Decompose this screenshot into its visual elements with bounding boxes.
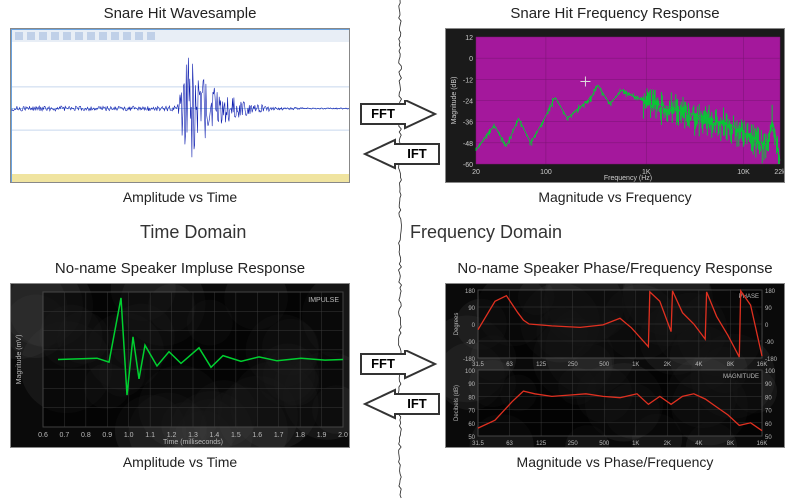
svg-text:500: 500 xyxy=(599,362,610,368)
svg-text:1.8: 1.8 xyxy=(295,432,305,439)
panel-wavesample: Snare Hit Wavesample Amplitude vs Time xyxy=(10,5,350,210)
svg-text:12: 12 xyxy=(465,35,473,42)
fft-concept-diagram: Snare Hit Wavesample Amplitude vs Time S… xyxy=(0,0,800,500)
svg-text:-12: -12 xyxy=(463,77,473,84)
svg-text:1.7: 1.7 xyxy=(274,432,284,439)
arrows-bottom: FFT IFT xyxy=(356,350,444,422)
svg-text:-90: -90 xyxy=(765,340,774,346)
svg-text:1K: 1K xyxy=(632,362,639,368)
svg-text:Decibels (dB): Decibels (dB) xyxy=(454,385,460,421)
svg-text:70: 70 xyxy=(468,409,475,415)
svg-text:2.0: 2.0 xyxy=(338,432,348,439)
svg-text:22k: 22k xyxy=(774,169,785,176)
svg-text:Magnitude (dB): Magnitude (dB) xyxy=(451,77,458,125)
phase-mag-chart: -180-90090180-180-90090180DegreesPHASE50… xyxy=(445,283,785,448)
svg-text:90: 90 xyxy=(765,382,772,388)
svg-text:125: 125 xyxy=(536,362,547,368)
svg-text:1.9: 1.9 xyxy=(317,432,327,439)
freq-response-chart: -60-48-36-24-12012201001K10K22kMagnitude… xyxy=(445,28,785,183)
svg-text:-36: -36 xyxy=(463,120,473,127)
svg-text:MAGNITUDE: MAGNITUDE xyxy=(723,374,759,380)
svg-text:8K: 8K xyxy=(727,362,734,368)
svg-text:1.5: 1.5 xyxy=(231,432,241,439)
svg-text:90: 90 xyxy=(468,306,475,312)
svg-text:100: 100 xyxy=(465,369,476,375)
time-domain-label: Time Domain xyxy=(140,222,246,243)
panel-freq-response: Snare Hit Frequency Response -60 -48 -36 -2… xyxy=(445,5,785,210)
panel-title: No-name Speaker Phase/Frequency Response xyxy=(445,260,785,277)
svg-text:180: 180 xyxy=(465,289,476,295)
svg-text:31.5: 31.5 xyxy=(472,362,484,368)
panel-subtitle: Amplitude vs Time xyxy=(10,189,350,205)
svg-text:1.3: 1.3 xyxy=(188,432,198,439)
arrow-group-bottom: FFT IFT xyxy=(356,350,444,422)
svg-text:1K: 1K xyxy=(632,441,639,447)
svg-text:Frequency (Hz): Frequency (Hz) xyxy=(604,175,652,182)
svg-text:1.2: 1.2 xyxy=(167,432,177,439)
svg-text:500: 500 xyxy=(599,441,610,447)
svg-text:-60: -60 xyxy=(463,162,473,169)
svg-text:1.1: 1.1 xyxy=(145,432,155,439)
svg-text:70: 70 xyxy=(765,409,772,415)
panel-subtitle: Magnitude vs Phase/Frequency xyxy=(445,454,785,470)
svg-text:20: 20 xyxy=(472,169,480,176)
svg-text:0.8: 0.8 xyxy=(81,432,91,439)
svg-text:1.4: 1.4 xyxy=(210,432,220,439)
svg-text:-90: -90 xyxy=(466,340,475,346)
svg-text:Magnitude (mV): Magnitude (mV) xyxy=(16,335,23,385)
svg-text:250: 250 xyxy=(568,441,579,447)
arrow-group-top: FFT IFT xyxy=(356,100,444,172)
svg-text:FFT: FFT xyxy=(371,106,395,121)
svg-text:63: 63 xyxy=(506,441,513,447)
svg-text:-48: -48 xyxy=(463,141,473,148)
panel-phase-mag: No-name Speaker Phase/Frequency Response… xyxy=(445,260,785,485)
svg-text:4K: 4K xyxy=(695,362,702,368)
svg-text:16K: 16K xyxy=(757,441,768,447)
svg-text:1.0: 1.0 xyxy=(124,432,134,439)
svg-text:90: 90 xyxy=(468,382,475,388)
svg-text:31.5: 31.5 xyxy=(472,441,484,447)
svg-text:250: 250 xyxy=(568,362,579,368)
panel-impulse: No-name Speaker Impluse Response 0.60.70… xyxy=(10,260,350,485)
svg-text:8K: 8K xyxy=(727,441,734,447)
svg-text:FFT: FFT xyxy=(371,356,395,371)
panel-title: Snare Hit Wavesample xyxy=(10,5,350,22)
svg-text:-24: -24 xyxy=(463,99,473,106)
svg-text:180: 180 xyxy=(765,289,776,295)
svg-text:2K: 2K xyxy=(664,362,671,368)
svg-text:0.9: 0.9 xyxy=(102,432,112,439)
svg-text:IMPULSE: IMPULSE xyxy=(308,297,339,304)
svg-text:16K: 16K xyxy=(757,362,768,368)
frequency-domain-label: Frequency Domain xyxy=(410,222,562,243)
panel-subtitle: Amplitude vs Time xyxy=(10,454,350,470)
svg-text:60: 60 xyxy=(468,422,475,428)
svg-text:Time (milliseconds): Time (milliseconds) xyxy=(163,439,223,446)
svg-text:63: 63 xyxy=(506,362,513,368)
domain-divider xyxy=(398,0,402,500)
svg-text:100: 100 xyxy=(540,169,552,176)
svg-text:0.6: 0.6 xyxy=(38,432,48,439)
svg-text:10K: 10K xyxy=(737,169,750,176)
svg-text:IFT: IFT xyxy=(407,396,427,411)
svg-text:60: 60 xyxy=(765,422,772,428)
svg-text:PHASE: PHASE xyxy=(739,294,759,300)
svg-text:2K: 2K xyxy=(664,441,671,447)
arrows-top: FFT IFT xyxy=(356,100,444,172)
svg-text:80: 80 xyxy=(765,395,772,401)
svg-text:Degrees: Degrees xyxy=(454,313,460,336)
panel-title: No-name Speaker Impluse Response xyxy=(10,260,350,277)
wavesample-chart xyxy=(10,28,350,183)
svg-text:IFT: IFT xyxy=(407,146,427,161)
svg-text:0: 0 xyxy=(469,56,473,63)
svg-text:4K: 4K xyxy=(695,441,702,447)
svg-text:80: 80 xyxy=(468,395,475,401)
svg-text:1.6: 1.6 xyxy=(252,432,262,439)
panel-subtitle: Magnitude vs Frequency xyxy=(445,189,785,205)
svg-text:0.7: 0.7 xyxy=(60,432,70,439)
svg-text:125: 125 xyxy=(536,441,547,447)
svg-text:90: 90 xyxy=(765,306,772,312)
impulse-chart: 0.6 0.7 0.8 0.9 1.0 1.1 1.2 1.3 1.4 1.5 1.6 1.7 1.8 1… xyxy=(10,283,350,448)
panel-title: Snare Hit Frequency Response xyxy=(445,5,785,22)
svg-text:100: 100 xyxy=(765,369,776,375)
